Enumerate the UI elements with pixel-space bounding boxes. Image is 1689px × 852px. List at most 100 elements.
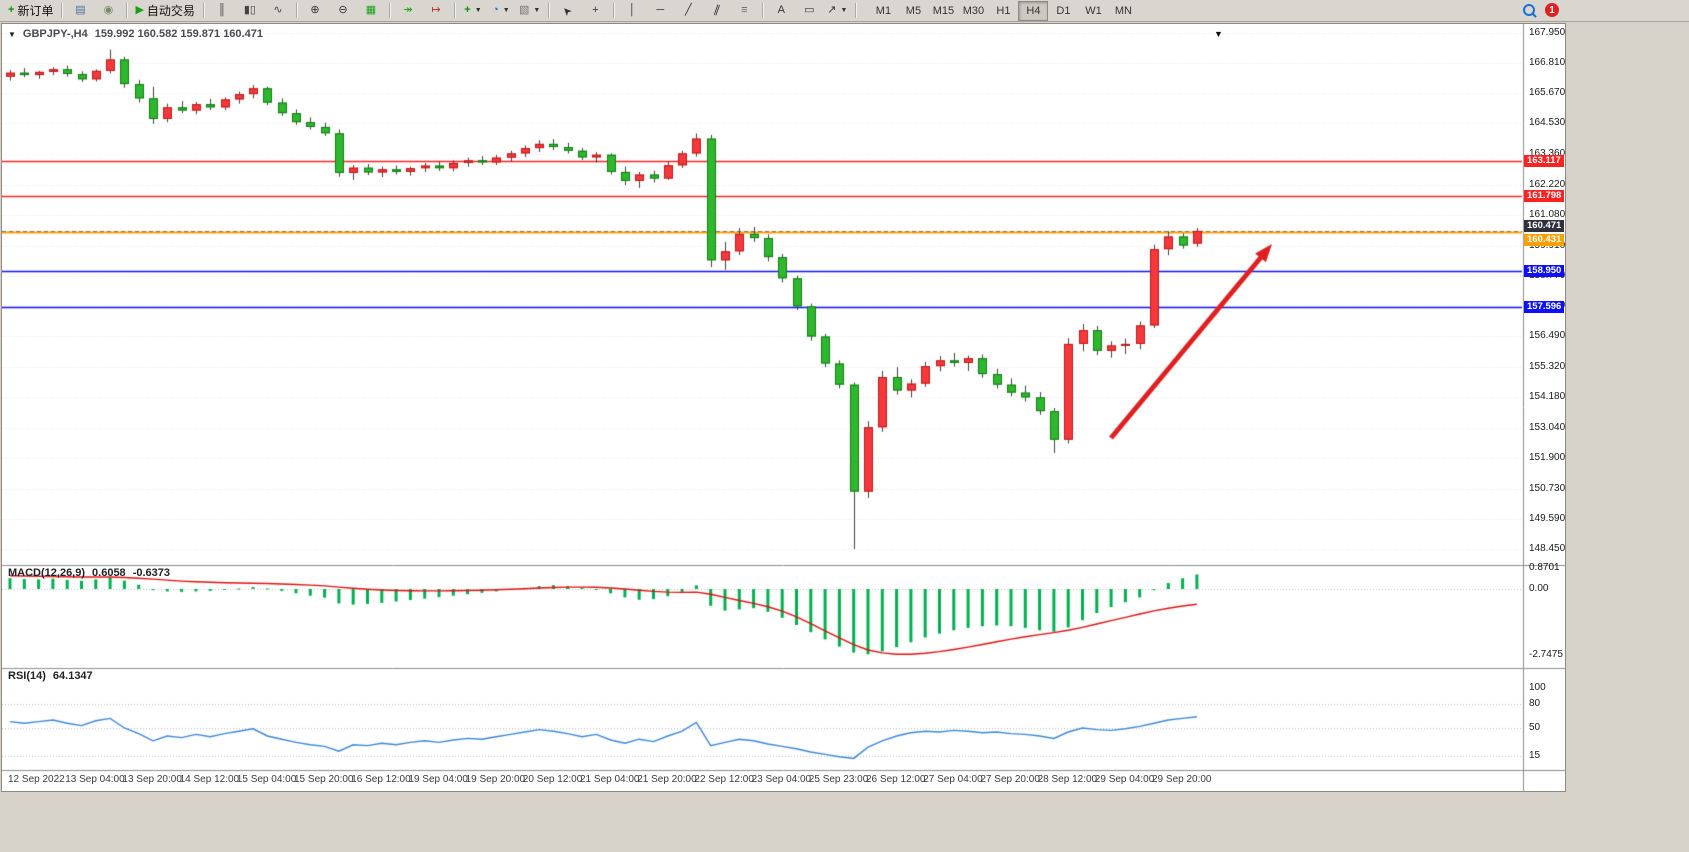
candlestick-chart-icon: ▮▯ — [243, 4, 256, 16]
timeframe-button-D1[interactable]: D1 — [1056, 4, 1071, 17]
trendline-button[interactable]: ╱ — [674, 1, 702, 21]
timeframe-button-H1[interactable]: H1 — [996, 4, 1011, 17]
chart-shift-button[interactable]: ↦ — [422, 1, 450, 21]
ohlc-expand-arrow[interactable]: ▼ — [8, 29, 16, 39]
toolbar-separator — [453, 3, 455, 18]
search-icon[interactable] — [1523, 4, 1535, 16]
text-button[interactable]: A — [767, 1, 795, 21]
timeframe-button-H4[interactable]: H4 — [1018, 0, 1049, 21]
timeframe-button-W1[interactable]: W1 — [1085, 4, 1102, 17]
text-label-button[interactable]: ▭ — [795, 1, 823, 21]
time-axis-label: 27 Sep 04:00 — [923, 774, 983, 785]
rsi-scale-label: 80 — [1529, 698, 1541, 709]
timeframe-button-MN[interactable]: MN — [1114, 4, 1132, 17]
template-selector-button[interactable]: ▧ ▼ — [515, 1, 544, 21]
timeframe-button-M15[interactable]: M15 — [932, 4, 955, 17]
zoom-out-button[interactable]: ⊖ — [329, 1, 357, 21]
bid-price-tag: 160.471 — [1524, 219, 1565, 232]
auto-trading-label: 自动交易 — [146, 4, 195, 18]
toolbar-right-group: 1 — [1523, 3, 1559, 17]
price-line-tag: 161.798 — [1524, 189, 1565, 202]
macd-scale-label: -2.7475 — [1529, 648, 1563, 660]
price-scale-label: 166.810 — [1529, 57, 1566, 69]
chevron-down-icon: ▼ — [533, 7, 541, 14]
macd-scale-label: 0.00 — [1529, 583, 1549, 594]
arrows-shapes-button[interactable]: ↗ ▼ — [823, 1, 851, 21]
rsi-value: 64.1347 — [52, 670, 93, 682]
toolbar-separator — [855, 3, 857, 18]
price-scale-label: 151.900 — [1529, 451, 1566, 463]
print-icon: ▤ — [75, 4, 86, 16]
symbol-timeframe-label: GBPJPY-,H4 — [22, 28, 88, 40]
timeframe-button-M5[interactable]: M5 — [905, 4, 922, 17]
line-chart-icon: ∿ — [273, 4, 283, 16]
macd-signal-value: -0.6373 — [132, 567, 170, 579]
equidistant-channel-icon: ∥ — [711, 3, 722, 17]
text-icon: A — [777, 4, 785, 16]
crosshair-icon: + — [592, 4, 599, 16]
chevron-down-icon: ▼ — [502, 7, 510, 14]
zoom-in-button[interactable]: ⊕ — [301, 1, 329, 21]
new-order-button[interactable]: + 新订单 — [4, 1, 57, 21]
rsi-label: RSI(14) 64.1347 — [8, 670, 93, 682]
chart-shift-icon: ↦ — [431, 4, 441, 16]
bar-chart-button[interactable]: ║ — [208, 1, 236, 21]
text-label-icon: ▭ — [804, 4, 815, 16]
tile-windows-button[interactable]: ▦ — [357, 1, 385, 21]
time-axis-label: 27 Sep 20:00 — [980, 774, 1040, 785]
add-indicator-button[interactable]: + ▼ — [459, 1, 487, 21]
time-axis-label: 19 Sep 20:00 — [465, 774, 526, 785]
crosshair-button[interactable]: + — [581, 1, 609, 21]
time-axis-label: 15 Sep 04:00 — [236, 774, 297, 785]
toolbar-separator — [388, 3, 390, 18]
toolbar-separator — [202, 3, 204, 18]
time-axis-label: 15 Sep 20:00 — [294, 774, 354, 785]
period-selector-icon: ◔ — [492, 4, 499, 16]
toolbar-separator — [295, 3, 297, 18]
chevron-down-icon[interactable]: ▼ — [1214, 29, 1223, 39]
time-axis-label: 23 Sep 04:00 — [751, 774, 812, 785]
time-axis-label: 28 Sep 12:00 — [1037, 774, 1098, 785]
price-chart-canvas[interactable] — [2, 24, 1565, 791]
add-indicator-icon: + — [464, 4, 471, 16]
price-line-tag: 163.117 — [1524, 154, 1564, 167]
new-order-icon: + — [8, 4, 15, 16]
macd-name: MACD(12,26,9) — [8, 567, 86, 579]
horizontal-line-icon: ─ — [656, 4, 665, 16]
arrows-shapes-icon: ↗ — [827, 4, 837, 16]
fibonacci-button[interactable]: ≡ — [730, 1, 758, 21]
price-scale-label: 156.490 — [1529, 330, 1566, 342]
toolbar-separator — [548, 3, 550, 18]
notification-badge[interactable]: 1 — [1545, 3, 1559, 17]
new-order-label: 新订单 — [17, 4, 54, 18]
period-selector-button[interactable]: ◔ ▼ — [487, 1, 515, 21]
timeframe-toolbar: M1 M5 M15 M30 H1 H4 D1 W1 MN — [868, 0, 1138, 21]
print-button[interactable]: ▤ — [66, 1, 94, 21]
price-line-tag: 157.596 — [1524, 300, 1565, 313]
time-axis-label: 20 Sep 12:00 — [522, 774, 583, 785]
cursor-icon: ➤ — [559, 3, 575, 19]
timeframe-button-M1[interactable]: M1 — [875, 4, 892, 17]
cursor-button[interactable]: ➤ — [553, 1, 581, 21]
candlestick-chart-button[interactable]: ▮▯ — [236, 1, 264, 21]
auto-scroll-button[interactable]: ↠ — [394, 1, 422, 21]
tile-windows-icon: ▦ — [365, 4, 377, 16]
toolbar: + 新订单 ▤ ◉ ▶ 自动交易 ║ ▮▯ ∿ ⊕ ⊖ ▦ ↠ ↦ + ▼ ◔ ▼ ▧ ▼ ➤ + │ ─ ╱ ∥ ≡ A ▭ ↗ ▼ M1… — [0, 0, 1689, 22]
auto-trading-button[interactable]: ▶ 自动交易 — [131, 1, 198, 21]
chart-title: ▼ GBPJPY-,H4 159.992 160.582 159.871 160… — [8, 28, 263, 40]
horizontal-line-button[interactable]: ─ — [646, 1, 674, 21]
zoom-out-icon: ⊖ — [338, 4, 348, 16]
vertical-line-button[interactable]: │ — [618, 1, 646, 21]
zoom-in-icon: ⊕ — [310, 4, 320, 16]
price-scale-label: 153.040 — [1529, 421, 1566, 433]
toolbar-icon-strip: + 新订单 ▤ ◉ ▶ 自动交易 ║ ▮▯ ∿ ⊕ ⊖ ▦ ↠ ↦ + ▼ ◔ ▼ ▧ ▼ ➤ + │ ─ ╱ ∥ ≡ A ▭ ↗ ▼ — [4, 1, 860, 21]
timeframe-button-M30[interactable]: M30 — [962, 4, 985, 17]
line-chart-button[interactable]: ∿ — [264, 1, 292, 21]
price-line-tag: 160.431 — [1524, 233, 1565, 246]
rsi-scale-label: 100 — [1529, 682, 1546, 693]
time-axis-label: 13 Sep 04:00 — [65, 774, 125, 785]
toolbar-separator — [61, 3, 63, 18]
equidistant-channel-button[interactable]: ∥ — [702, 1, 730, 21]
auto-trading-icon: ▶ — [135, 4, 144, 16]
news-broadcast-button[interactable]: ◉ — [94, 1, 122, 21]
